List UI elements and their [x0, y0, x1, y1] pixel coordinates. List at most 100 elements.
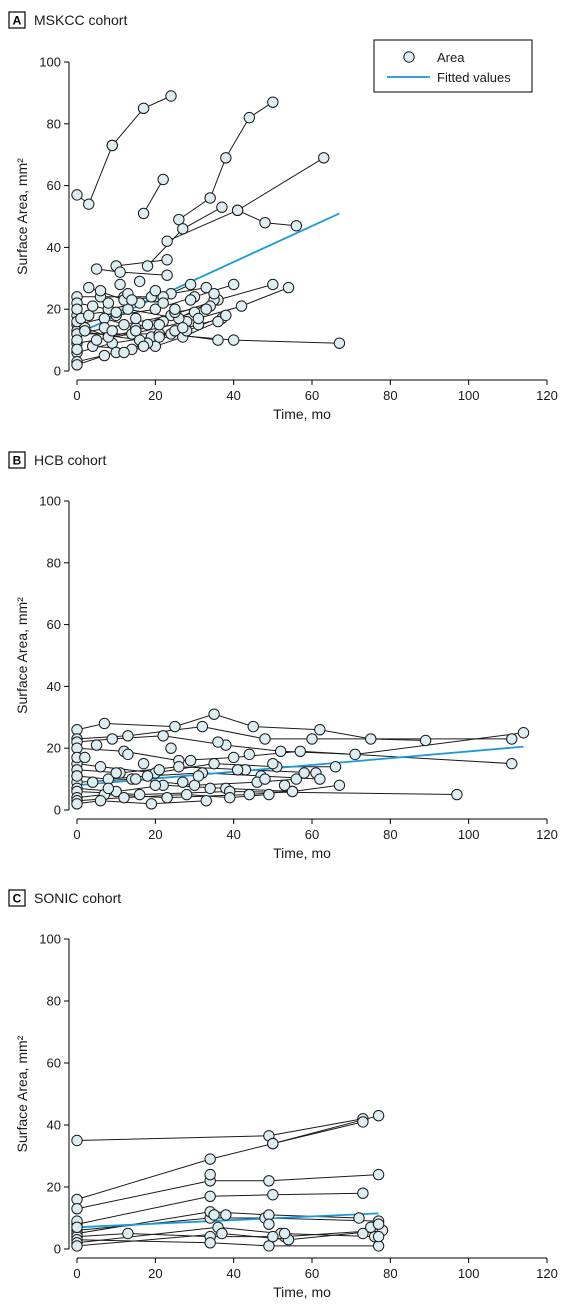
data-point	[357, 1116, 369, 1128]
data-point	[353, 1212, 365, 1224]
panel-title: MSKCC cohort	[34, 12, 127, 28]
data-point	[349, 748, 361, 761]
data-point	[294, 745, 306, 757]
data-point	[318, 152, 330, 164]
data-point	[149, 303, 162, 315]
trajectory-line	[76, 713, 426, 741]
data-point	[212, 315, 224, 328]
data-point	[110, 306, 122, 318]
data-point	[220, 152, 232, 164]
x-tick-label: 60	[305, 388, 319, 403]
y-tick-label: 20	[47, 741, 61, 756]
data-point	[267, 757, 279, 770]
data-point	[79, 751, 91, 764]
data-point	[130, 325, 142, 337]
x-tick-label: 80	[383, 1266, 397, 1281]
x-tick-label: 20	[148, 388, 162, 403]
x-axis-label: Time, mo	[273, 406, 331, 422]
legend-area-label: Area	[437, 50, 465, 65]
data-point	[192, 770, 205, 782]
chart-panel-c: C SONIC cohort 0 20 40 60 80 100 0 20 40 60 80 100 120…	[8, 889, 558, 1300]
trajectory-line	[143, 179, 164, 214]
y-axis-label: Surface Area, mm²	[14, 1035, 30, 1152]
y-tick-label: 40	[47, 679, 61, 694]
data-point	[306, 733, 318, 745]
data-point	[208, 1209, 220, 1221]
data-point	[137, 102, 150, 115]
data-point	[118, 318, 130, 331]
data-point	[204, 1153, 216, 1165]
data-point	[118, 791, 130, 804]
data-point	[157, 297, 169, 309]
y-axis-label: Surface Area, mm²	[14, 597, 30, 714]
y-tick-label: 100	[39, 55, 61, 70]
data-point	[184, 278, 197, 291]
data-point	[173, 761, 185, 773]
data-point	[165, 742, 177, 754]
x-tick-label: 60	[305, 1266, 319, 1281]
legend: Area Fitted values	[373, 39, 533, 93]
data-point	[94, 761, 107, 773]
data-point	[227, 334, 240, 346]
chart-panel-b: B HCB cohort 0 20 40 60 80 100 0 20 40 60 80 100 120 Ti…	[8, 451, 558, 861]
data-point	[204, 192, 216, 204]
data-point	[94, 795, 107, 807]
panel-letter-box	[8, 451, 26, 469]
panel-letter-box	[8, 889, 26, 907]
data-point	[114, 278, 126, 291]
data-point	[114, 266, 126, 278]
data-point	[231, 764, 244, 776]
data-point	[83, 281, 95, 294]
data-point	[263, 1218, 275, 1230]
trajectory-line	[76, 1174, 379, 1210]
data-point	[220, 1209, 232, 1221]
data-point	[137, 757, 150, 770]
data-point	[372, 1110, 385, 1122]
x-tick-label: 40	[226, 388, 240, 403]
legend-fit-label: Fitted values	[437, 70, 511, 85]
chart-panel-a: A MSKCC cohort 0 20 40 60 80 100 0 20 40 60 80 100 120…	[8, 11, 558, 422]
data-point	[141, 260, 154, 272]
data-point	[71, 1221, 83, 1234]
data-point	[71, 798, 83, 810]
data-point	[243, 748, 256, 761]
data-point	[177, 776, 189, 788]
data-point	[133, 788, 146, 801]
data-point	[200, 281, 212, 294]
x-tick-label: 120	[536, 388, 558, 403]
data-point	[204, 1190, 216, 1203]
panel-letter: C	[13, 892, 22, 906]
data-point	[243, 788, 256, 801]
data-point	[329, 761, 342, 773]
panel-letter: B	[13, 454, 22, 468]
data-point	[200, 303, 212, 315]
x-tick-label: 40	[226, 827, 240, 842]
data-point	[71, 1203, 83, 1215]
x-tick-label: 0	[73, 1266, 80, 1281]
x-tick-label: 120	[536, 1266, 558, 1281]
data-point	[208, 757, 220, 770]
data-point	[263, 1175, 275, 1187]
y-tick-label: 60	[47, 1056, 61, 1071]
x-tick-label: 100	[458, 1266, 480, 1281]
data-point	[259, 216, 271, 229]
data-point	[267, 278, 279, 291]
data-point	[259, 733, 271, 745]
trajectory-line	[76, 726, 512, 740]
data-point	[169, 720, 181, 733]
trajectory-line	[77, 333, 340, 344]
data-point	[180, 788, 193, 801]
data-point	[90, 739, 103, 751]
data-point	[153, 331, 165, 343]
x-tick-label: 60	[305, 827, 319, 842]
y-tick-label: 40	[47, 1118, 61, 1133]
data-point	[372, 1168, 385, 1181]
y-tick-label: 0	[54, 1242, 61, 1257]
x-tick-label: 100	[458, 388, 480, 403]
data-point	[177, 322, 189, 334]
data-point	[290, 773, 303, 785]
data-point	[102, 782, 115, 795]
data-point	[145, 798, 158, 810]
trajectory-line	[76, 747, 512, 765]
data-point	[106, 733, 118, 745]
